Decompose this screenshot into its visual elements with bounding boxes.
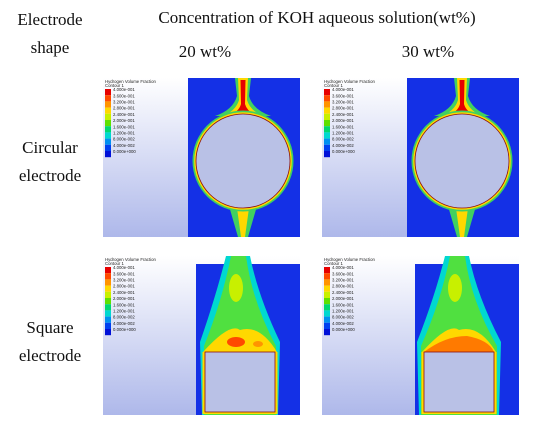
- legend-swatch: [105, 151, 111, 157]
- legend-label: 3.600e-001: [332, 271, 354, 276]
- legend-label: 0.000e+000: [332, 327, 355, 332]
- legend-label: 1.200e-001: [113, 131, 135, 136]
- legend-swatch: [105, 114, 111, 120]
- legend-swatch: [324, 126, 330, 132]
- legend-label: 4.000e-001: [332, 265, 354, 270]
- legend-swatch: [105, 267, 111, 273]
- plume-core: [227, 337, 245, 347]
- legend-swatch: [105, 273, 111, 279]
- legend-label: 1.200e-001: [113, 309, 135, 314]
- legend-swatch: [324, 286, 330, 292]
- legend-label: 4.000e-002: [332, 143, 354, 148]
- electrode: [424, 352, 494, 412]
- legend-label: 0.000e+000: [113, 327, 136, 332]
- legend-swatch: [324, 292, 330, 298]
- legend-label: 1.600e-001: [332, 124, 354, 129]
- electrode: [196, 114, 290, 208]
- legend-label: 4.000e-001: [113, 265, 135, 270]
- legend-swatch: [324, 145, 330, 151]
- legend-label: 8.000e-002: [332, 315, 354, 320]
- legend-swatch: [324, 298, 330, 304]
- legend-label: 2.000e-001: [113, 118, 135, 123]
- legend-label: 4.000e-001: [332, 87, 354, 92]
- plume-core: [448, 274, 462, 302]
- legend-label: 2.400e-001: [113, 290, 135, 295]
- legend-label: 8.000e-002: [113, 315, 135, 320]
- legend-swatch: [105, 145, 111, 151]
- legend-label: 4.000e-001: [113, 87, 135, 92]
- legend-swatch: [105, 132, 111, 138]
- legend-swatch: [324, 101, 330, 107]
- legend-swatch: [105, 317, 111, 323]
- legend-label: 2.400e-001: [332, 290, 354, 295]
- legend-swatch: [324, 267, 330, 273]
- legend-label: 1.600e-001: [113, 124, 135, 129]
- legend-swatch: [324, 317, 330, 323]
- legend-label: 3.200e-001: [332, 100, 354, 105]
- legend-label: 2.000e-001: [113, 296, 135, 301]
- legend-label: 3.200e-001: [332, 278, 354, 283]
- legend-label: 8.000e-002: [332, 137, 354, 142]
- panels: Hydrogen Volume FractionContour 14.000e-…: [0, 0, 534, 426]
- legend-swatch: [105, 286, 111, 292]
- legend-label: 8.000e-002: [113, 137, 135, 142]
- figure: Electrode shape Concentration of KOH aqu…: [0, 0, 534, 426]
- legend-swatch: [105, 279, 111, 285]
- legend-swatch: [324, 114, 330, 120]
- electrode: [205, 352, 275, 412]
- legend-label: 1.200e-001: [332, 131, 354, 136]
- legend-label: 3.600e-001: [113, 93, 135, 98]
- legend-label: 1.600e-001: [332, 302, 354, 307]
- plume-core: [253, 341, 263, 347]
- legend-swatch: [105, 95, 111, 101]
- legend-swatch: [324, 273, 330, 279]
- legend-swatch: [324, 279, 330, 285]
- legend-label: 2.000e-001: [332, 296, 354, 301]
- legend-label: 2.800e-001: [113, 106, 135, 111]
- legend-swatch: [324, 132, 330, 138]
- legend-label: 2.800e-001: [332, 284, 354, 289]
- legend-label: 2.400e-001: [332, 112, 354, 117]
- legend-swatch: [324, 95, 330, 101]
- legend-swatch: [324, 139, 330, 145]
- legend-swatch: [105, 329, 111, 335]
- legend-swatch: [324, 89, 330, 95]
- legend-label: 2.800e-001: [332, 106, 354, 111]
- legend-swatch: [105, 101, 111, 107]
- legend-swatch: [105, 139, 111, 145]
- legend-label: 3.200e-001: [113, 278, 135, 283]
- legend-label: 0.000e+000: [332, 149, 355, 154]
- legend-label: 2.800e-001: [113, 284, 135, 289]
- legend-swatch: [324, 304, 330, 310]
- legend-swatch: [105, 108, 111, 114]
- legend-label: 0.000e+000: [113, 149, 136, 154]
- legend-label: 3.600e-001: [332, 93, 354, 98]
- legend-swatch: [105, 89, 111, 95]
- legend-swatch: [324, 323, 330, 329]
- legend-swatch: [324, 120, 330, 126]
- electrode: [415, 114, 509, 208]
- legend-swatch: [105, 323, 111, 329]
- legend-label: 3.600e-001: [113, 271, 135, 276]
- legend-swatch: [105, 292, 111, 298]
- legend-label: 4.000e-002: [113, 143, 135, 148]
- legend-swatch: [105, 310, 111, 316]
- legend-label: 3.200e-001: [113, 100, 135, 105]
- legend-swatch: [324, 151, 330, 157]
- legend-label: 1.600e-001: [113, 302, 135, 307]
- legend-label: 2.000e-001: [332, 118, 354, 123]
- legend-label: 4.000e-002: [332, 321, 354, 326]
- legend-swatch: [105, 304, 111, 310]
- legend-swatch: [105, 126, 111, 132]
- plume-core: [229, 274, 243, 302]
- legend-swatch: [324, 329, 330, 335]
- legend-label: 2.400e-001: [113, 112, 135, 117]
- legend-swatch: [105, 120, 111, 126]
- legend-swatch: [324, 108, 330, 114]
- legend-label: 1.200e-001: [332, 309, 354, 314]
- legend-swatch: [324, 310, 330, 316]
- legend-swatch: [105, 298, 111, 304]
- legend-label: 4.000e-002: [113, 321, 135, 326]
